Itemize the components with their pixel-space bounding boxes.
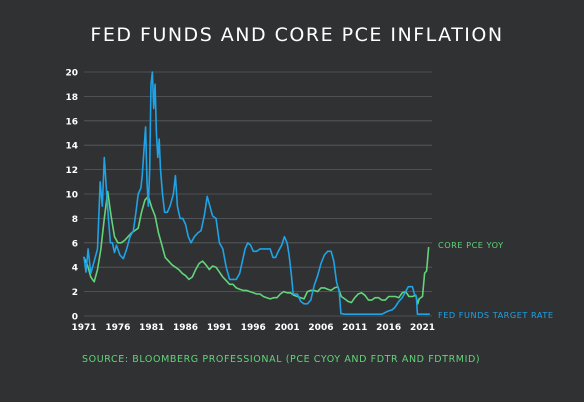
x-tick-label: 1986 [173, 323, 198, 333]
series-line-core-pce [83, 190, 430, 305]
x-tick-label: 1981 [139, 323, 164, 333]
legend: CORE PCE YOY FED FUNDS TARGET RATE [438, 240, 554, 320]
x-tick-label: 2006 [308, 323, 333, 333]
y-tick-label: 10 [65, 191, 78, 201]
source-note: SOURCE: BLOOMBERG PROFESSIONAL (PCE CYOY… [82, 354, 480, 365]
chart-title: FED FUNDS AND CORE PCE INFLATION [90, 24, 503, 46]
y-tick-label: 20 [65, 69, 78, 79]
x-tick-label: 1996 [241, 323, 266, 333]
x-tick-label: 2016 [376, 323, 401, 333]
y-tick-label: 16 [65, 117, 78, 127]
x-tick-label: 1991 [207, 323, 232, 333]
x-tick-label: 2011 [342, 323, 367, 333]
y-tick-label: 8 [72, 215, 78, 225]
y-tick-label: 4 [72, 264, 78, 274]
x-tick-label: 1976 [105, 323, 130, 333]
y-tick-label: 14 [65, 142, 78, 152]
y-axis: 0 2 4 6 8 10 12 14 16 18 20 [65, 69, 78, 323]
y-tick-label: 6 [72, 239, 78, 249]
legend-label-core-pce: CORE PCE YOY [438, 240, 504, 250]
series-line-fed-funds [83, 71, 431, 316]
y-tick-label: 18 [65, 93, 78, 103]
x-axis: 1971 1976 1981 1986 1991 1996 2001 2006 2011 2016… [71, 323, 435, 333]
y-tick-label: 0 [72, 313, 78, 323]
series-layer [83, 71, 431, 316]
y-tick-label: 12 [65, 166, 78, 176]
y-tick-label: 2 [72, 288, 78, 298]
x-tick-label: 2021 [410, 323, 435, 333]
legend-label-fed-funds: FED FUNDS TARGET RATE [438, 310, 554, 320]
grid-lines [84, 71, 432, 317]
x-tick-label: 1971 [71, 323, 96, 333]
x-tick-label: 2001 [275, 323, 300, 333]
